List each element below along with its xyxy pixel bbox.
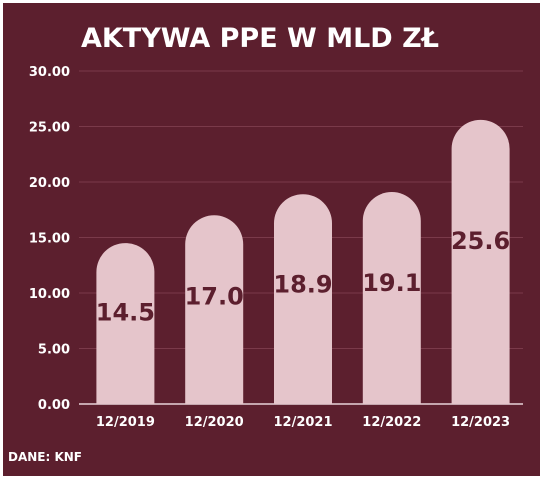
bar	[96, 243, 155, 404]
data-label: 25.6	[451, 227, 510, 255]
bar	[274, 194, 332, 404]
bars: 14.5 17.0 18.9 19.1 25.6	[96, 119, 510, 404]
x-tick-label: 12/2022	[362, 415, 421, 430]
x-tick-label: 12/2023	[451, 415, 510, 430]
data-label: 18.9	[273, 270, 332, 298]
source-note: DANE: KNF	[8, 450, 82, 464]
y-tick-label: 25.00	[29, 121, 70, 136]
x-axis: 12/2019 12/2020 12/2021 12/2022 12/2023	[96, 415, 510, 430]
data-label: 19.1	[362, 269, 421, 297]
y-tick-label: 20.00	[29, 176, 70, 191]
x-tick-label: 12/2019	[96, 415, 155, 430]
y-tick-label: 0.00	[38, 398, 70, 413]
bar-chart: AKTYWA PPE W MLD ZŁ 0.00 5.00 10.00 15.00 20…	[8, 23, 523, 464]
y-tick-label: 30.00	[29, 65, 70, 80]
y-tick-label: 10.00	[29, 287, 70, 302]
chart-frame: AKTYWA PPE W MLD ZŁ 0.00 5.00 10.00 15.00 20…	[3, 3, 540, 476]
y-tick-label: 15.00	[29, 232, 70, 247]
data-label: 14.5	[96, 299, 155, 327]
bar	[185, 215, 244, 404]
data-label: 17.0	[185, 283, 244, 311]
x-tick-label: 12/2020	[185, 415, 244, 430]
bar	[362, 191, 421, 404]
x-tick-label: 12/2021	[273, 415, 332, 430]
y-tick-label: 5.00	[38, 343, 70, 358]
bar	[451, 119, 510, 404]
chart-title: AKTYWA PPE W MLD ZŁ	[81, 23, 439, 54]
